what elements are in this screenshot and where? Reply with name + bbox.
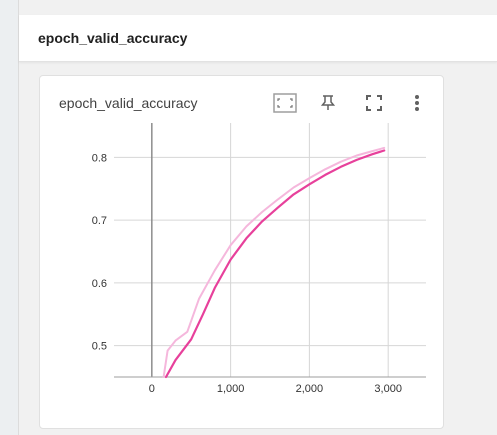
- y-tick-label: 0.7: [92, 215, 107, 227]
- fullscreen-button[interactable]: [361, 90, 387, 116]
- fit-domain-icon: [273, 93, 297, 113]
- more-options-button[interactable]: [404, 90, 430, 116]
- x-tick-label: 1,000: [217, 383, 245, 395]
- raw-series-line: [162, 146, 386, 378]
- y-tick-label: 0.5: [92, 341, 107, 353]
- pin-icon: [321, 95, 335, 110]
- x-tick-label: 0: [149, 383, 155, 395]
- x-tick-label: 3,000: [374, 383, 402, 395]
- more-vert-icon: [415, 95, 419, 111]
- section-title: epoch_valid_accuracy: [38, 30, 188, 46]
- card-title: epoch_valid_accuracy: [59, 95, 198, 111]
- chart-card: epoch_valid_accuracy 0.5 0.6 0.7 0.8 0 1,000 2…: [39, 75, 444, 429]
- fullscreen-icon: [366, 95, 382, 111]
- y-tick-label: 0.6: [92, 278, 107, 290]
- fit-domain-button[interactable]: [272, 90, 298, 116]
- smoothed-series-line: [164, 149, 386, 379]
- line-chart[interactable]: 0.5 0.6 0.7 0.8 0 1,000 2,000 3,000: [40, 76, 443, 428]
- x-tick-label: 2,000: [296, 383, 324, 395]
- section-header[interactable]: epoch_valid_accuracy: [19, 15, 497, 62]
- pin-button[interactable]: [315, 90, 341, 116]
- left-sidebar-strip: [0, 0, 19, 435]
- y-tick-label: 0.8: [92, 152, 107, 164]
